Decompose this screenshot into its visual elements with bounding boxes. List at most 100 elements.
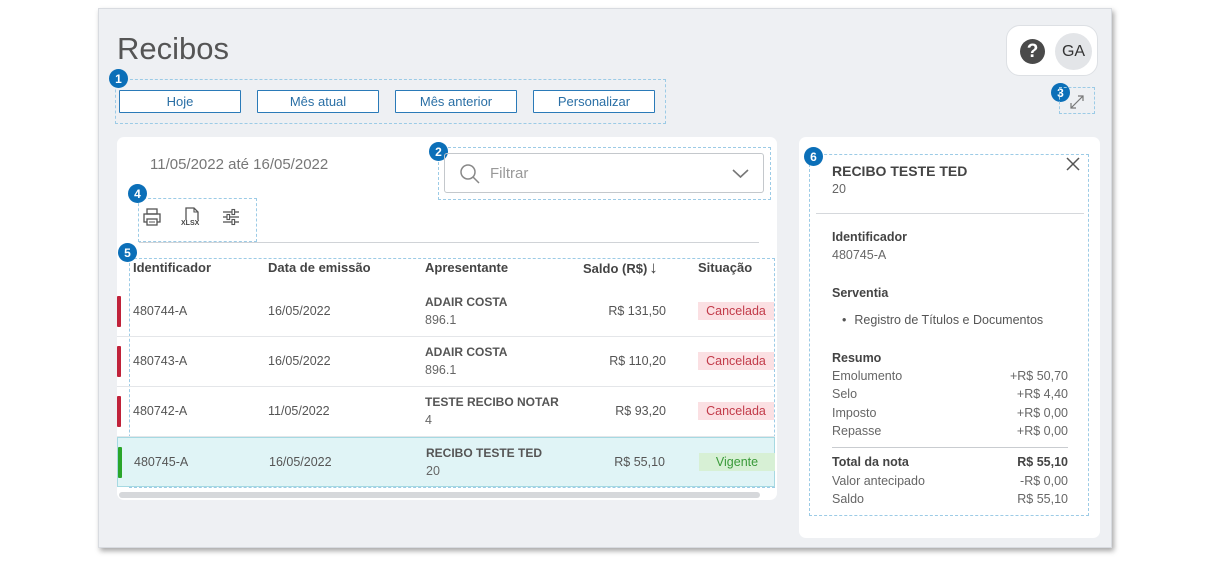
page-title: Recibos <box>117 31 229 66</box>
filter-select[interactable]: Filtrar <box>444 153 764 193</box>
xlsx-label: XLSX <box>181 220 200 227</box>
identifier-value: 480745-A <box>832 248 887 262</box>
annotation-badge-2: 2 <box>429 142 448 161</box>
table-row[interactable]: 480743-A 16/05/2022 ADAIR COSTA 896.1 R$ 110… <box>117 337 775 387</box>
table-row[interactable]: 480745-A 16/05/2022 RECIBO TESTE TED 20 R$ 5… <box>117 437 775 487</box>
user-area: ? GA <box>1006 25 1098 76</box>
serventia-item: • Registro de Títulos e Documentos <box>842 313 1043 327</box>
column-header-balance[interactable]: Saldo (R$) ↓ <box>583 258 658 278</box>
total-row: Valor antecipado -R$ 0,00 <box>832 474 1068 488</box>
filter-placeholder: Filtrar <box>490 165 529 182</box>
current-month-button[interactable]: Mês atual <box>257 90 379 113</box>
close-icon[interactable] <box>1066 157 1080 171</box>
toolbar-divider <box>139 242 759 243</box>
row-identifier: 480742-A <box>133 404 188 418</box>
today-button[interactable]: Hoje <box>119 90 241 113</box>
annotation-badge-5: 5 <box>118 243 137 262</box>
serventia-item-label: Registro de Títulos e Documentos <box>854 313 1044 327</box>
total-row: Total da nota R$ 55,10 <box>832 455 1068 469</box>
search-icon <box>460 164 480 184</box>
status-badge: Vigente <box>699 453 775 471</box>
export-toolbar <box>138 198 257 242</box>
status-bar <box>117 346 121 377</box>
row-issue-date: 16/05/2022 <box>268 354 331 368</box>
app-window: Recibos 1 Hoje Mês atual Mês anterior Pe… <box>98 8 1112 548</box>
total-row: Saldo R$ 55,10 <box>832 492 1068 506</box>
totals-divider <box>832 447 1068 448</box>
xlsx-export-button[interactable]: XLSX <box>181 207 203 231</box>
help-icon[interactable]: ? <box>1020 39 1045 64</box>
row-balance: R$ 55,10 <box>614 455 665 469</box>
total-row-value: R$ 55,10 <box>1017 455 1068 469</box>
row-presenter-number: 20 <box>426 464 440 478</box>
previous-month-button[interactable]: Mês anterior <box>395 90 517 113</box>
bullet-icon: • <box>842 313 847 327</box>
status-badge: Cancelada <box>698 302 774 320</box>
horizontal-scrollbar[interactable] <box>119 492 760 498</box>
resumo-row-label: Imposto <box>832 405 877 420</box>
xlsx-file-icon <box>185 207 199 220</box>
row-presenter-number: 896.1 <box>425 363 457 377</box>
date-range: 11/05/2022 até 16/05/2022 <box>150 156 329 173</box>
column-header-status[interactable]: Situação <box>698 260 753 275</box>
column-header-balance-label: Saldo (R$) <box>583 260 648 276</box>
receipts-list-panel: 11/05/2022 até 16/05/2022 2 Filtrar 4 <box>117 137 777 500</box>
avatar[interactable]: GA <box>1055 33 1092 70</box>
serventia-label: Serventia <box>832 286 889 300</box>
status-bar <box>118 447 122 478</box>
total-row-label: Total da nota <box>832 455 909 469</box>
annotation-badge-1: 1 <box>109 69 128 88</box>
column-header-identifier[interactable]: Identificador <box>133 260 212 275</box>
expand-button[interactable] <box>1059 87 1095 114</box>
filter-group <box>438 147 771 200</box>
detail-panel-region <box>809 154 1089 516</box>
total-row-label: Valor antecipado <box>832 473 925 488</box>
row-identifier: 480745-A <box>134 455 189 469</box>
table-row[interactable]: 480744-A 16/05/2022 ADAIR COSTA 896.1 R$ 131… <box>117 287 775 337</box>
status-badge: Cancelada <box>698 352 774 370</box>
resumo-row: Selo +R$ 4,40 <box>832 387 1068 401</box>
resumo-row-value: +R$ 4,40 <box>1016 387 1068 402</box>
status-bar <box>117 296 121 327</box>
column-header-issue-date[interactable]: Data de emissão <box>268 260 371 275</box>
expand-icon <box>1070 95 1084 109</box>
row-issue-date: 16/05/2022 <box>268 304 331 318</box>
resumo-row: Repasse +R$ 0,00 <box>832 424 1068 438</box>
row-identifier: 480743-A <box>133 354 188 368</box>
resumo-label: Resumo <box>832 351 882 365</box>
total-row-value: R$ 55,10 <box>1017 492 1068 506</box>
status-bar <box>117 396 121 427</box>
status-badge: Cancelada <box>698 402 774 420</box>
sort-down-icon: ↓ <box>649 258 658 277</box>
receipts-table-area <box>129 258 775 488</box>
row-presenter-name: TESTE RECIBO NOTAR <box>425 395 559 409</box>
row-presenter-number: 4 <box>425 413 432 427</box>
row-presenter-name: RECIBO TESTE TED <box>426 446 543 460</box>
resumo-row: Imposto +R$ 0,00 <box>832 406 1068 420</box>
receipt-detail-panel: 6 RECIBO TESTE TED 20 Identificador 4807… <box>799 137 1100 538</box>
custom-period-button[interactable]: Personalizar <box>533 90 655 113</box>
resumo-row-label: Repasse <box>832 423 882 438</box>
annotation-badge-6: 6 <box>804 147 823 166</box>
row-presenter-name: ADAIR COSTA <box>425 295 508 309</box>
row-issue-date: 16/05/2022 <box>269 455 332 469</box>
row-issue-date: 11/05/2022 <box>268 404 330 418</box>
row-identifier: 480744-A <box>133 304 188 318</box>
resumo-row: Emolumento +R$ 50,70 <box>832 369 1068 383</box>
row-balance: R$ 93,20 <box>615 404 666 418</box>
resumo-row-value: +R$ 0,00 <box>1016 423 1068 438</box>
row-balance: R$ 110,20 <box>609 354 666 368</box>
row-presenter-name: ADAIR COSTA <box>425 345 508 359</box>
annotation-badge-4: 4 <box>128 184 147 203</box>
row-balance: R$ 131,50 <box>608 304 666 318</box>
resumo-row-value: +R$ 0,00 <box>1016 405 1068 420</box>
column-header-presenter[interactable]: Apresentante <box>425 260 509 275</box>
total-row-value: -R$ 0,00 <box>1020 473 1068 488</box>
print-icon[interactable] <box>142 207 162 227</box>
detail-divider <box>816 213 1084 214</box>
detail-subtitle: 20 <box>832 182 846 196</box>
table-row[interactable]: 480742-A 11/05/2022 TESTE RECIBO NOTAR 4 R$ … <box>117 387 775 437</box>
total-row-label: Saldo <box>832 492 864 506</box>
sliders-icon[interactable] <box>221 207 241 227</box>
identifier-label: Identificador <box>832 230 908 244</box>
